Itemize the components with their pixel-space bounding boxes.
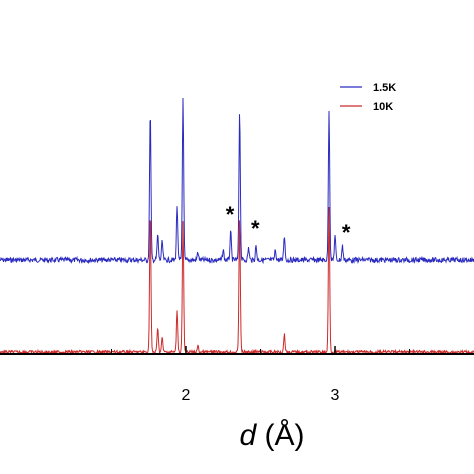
legend: 1.5K 10K [340, 82, 396, 113]
x-tick-label-1: 3 [331, 387, 340, 404]
series-line-1 [0, 206, 474, 356]
x-axis-title-unit: (Å) [256, 419, 304, 452]
legend-label-1: 10K [373, 101, 393, 113]
legend-label-0: 1.5K [373, 82, 396, 94]
x-axis-title-symbol: d [239, 419, 257, 452]
peak-marker-0: * [226, 202, 235, 227]
peak-marker-2: * [342, 220, 351, 245]
series-line-0 [0, 97, 474, 265]
peak-marker-1: * [251, 216, 260, 241]
x-tick-label-0: 2 [182, 387, 191, 404]
x-axis-title: d (Å) [239, 419, 304, 452]
